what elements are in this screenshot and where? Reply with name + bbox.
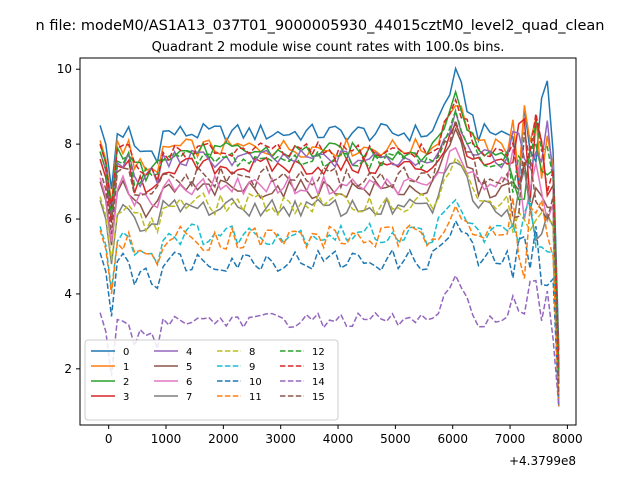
x-offset-label: +4.3799e8 — [509, 454, 576, 468]
y-axis: 2 4 6 8 10 — [57, 62, 80, 376]
y-tick-label: 2 — [64, 362, 72, 376]
legend-label-8: 8 — [249, 347, 255, 358]
x-tick-label: 1000 — [151, 432, 182, 446]
x-tick-label: 6000 — [437, 432, 468, 446]
legend-label-15: 15 — [312, 392, 325, 403]
series-line-9 — [99, 197, 560, 407]
legend-label-4: 4 — [186, 347, 192, 358]
x-tick-label: 8000 — [552, 432, 583, 446]
legend-label-7: 7 — [186, 392, 192, 403]
series-line-14 — [99, 273, 560, 407]
x-tick-label: 5000 — [380, 432, 411, 446]
legend-label-6: 6 — [186, 377, 192, 388]
legend-label-2: 2 — [123, 377, 129, 388]
series-line-13 — [99, 97, 560, 369]
x-tick-label: 7000 — [495, 432, 526, 446]
series-line-4 — [99, 108, 560, 377]
series-line-15 — [99, 117, 560, 396]
legend-label-1: 1 — [123, 362, 129, 373]
series-line-3 — [99, 117, 560, 384]
legend-label-9: 9 — [249, 362, 255, 373]
x-tick-label: 4000 — [323, 432, 354, 446]
legend-label-14: 14 — [312, 377, 325, 388]
plot-lines — [99, 66, 560, 407]
legend-label-0: 0 — [123, 347, 129, 358]
y-tick-label: 8 — [64, 137, 72, 151]
x-tick-label: 0 — [105, 432, 113, 446]
series-line-8 — [99, 156, 560, 407]
chart-suptitle: n file: modeM0/AS1A13_037T01_9000005930_… — [36, 18, 605, 34]
y-tick-label: 10 — [57, 62, 72, 76]
legend-label-13: 13 — [312, 362, 325, 373]
plot-frame — [79, 57, 577, 426]
legend-label-11: 11 — [249, 392, 262, 403]
legend-box — [84, 339, 339, 421]
x-tick-label: 2000 — [208, 432, 239, 446]
series-line-0 — [99, 66, 560, 351]
series-line-11 — [99, 197, 560, 407]
legend-label-5: 5 — [186, 362, 192, 373]
chart-title: Quadrant 2 module wise count rates with … — [152, 40, 505, 55]
legend-label-3: 3 — [123, 392, 129, 403]
series-line-10 — [99, 219, 560, 407]
y-tick-label: 4 — [64, 287, 72, 301]
y-tick-label: 6 — [64, 212, 72, 226]
x-axis: 0 1000 2000 3000 4000 5000 6000 7000 8000 — [105, 425, 583, 446]
legend-label-10: 10 — [249, 377, 262, 388]
series-line-12 — [99, 107, 560, 377]
x-tick-label: 3000 — [265, 432, 296, 446]
series-line-6 — [99, 146, 560, 403]
legend-label-12: 12 — [312, 347, 325, 358]
